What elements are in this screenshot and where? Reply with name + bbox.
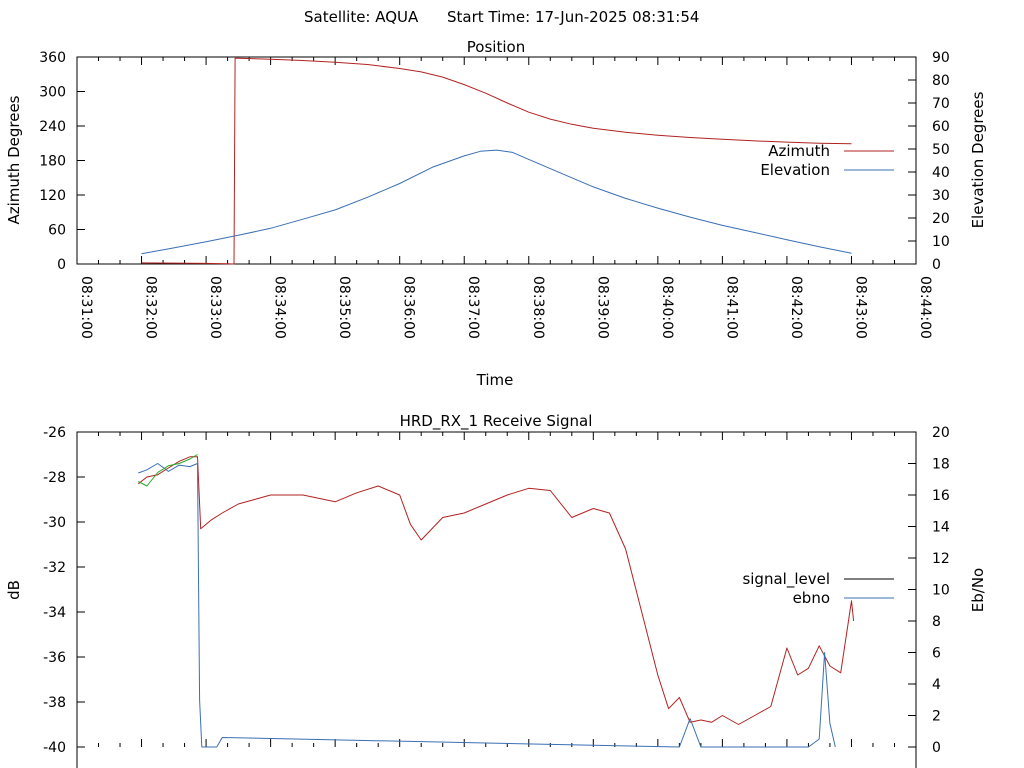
position-chart: Position Time Azimuth Degrees Elevation … — [5, 38, 987, 389]
y2-tick-label: 80 — [932, 73, 950, 89]
start-time-label: Start Time: 17-Jun-2025 08:31:54 — [447, 8, 699, 26]
y2-tick-label: 0 — [932, 740, 941, 756]
y-tick-label: -34 — [43, 605, 66, 621]
signal-y-axis-label: dB — [5, 580, 23, 600]
y-tick-label: -30 — [43, 515, 66, 531]
satellite-label: Satellite: AQUA — [304, 8, 419, 26]
position-legend: Azimuth Elevation — [760, 142, 894, 179]
y2-tick-label: 4 — [932, 677, 941, 693]
signal-y2-axis-label: Eb/No — [969, 568, 987, 612]
series-line-overlay — [138, 454, 198, 487]
signal-plot-frame — [76, 431, 917, 768]
position-y2-axis-label: Elevation Degrees — [969, 91, 987, 228]
signal-series — [137, 454, 855, 748]
x-tick-label: 08:44:00 — [917, 276, 933, 339]
y-tick-label: 240 — [39, 119, 66, 135]
y2-tick-label: 10 — [932, 234, 950, 250]
x-tick-label: 08:31:00 — [78, 276, 94, 339]
y-tick-label: 0 — [57, 257, 66, 273]
position-series — [141, 57, 852, 265]
y2-tick-label: 2 — [932, 709, 941, 725]
y2-tick-label: 40 — [932, 165, 950, 181]
series-line-signal-level — [137, 456, 855, 725]
x-tick-label: 08:39:00 — [594, 276, 610, 339]
y-tick-label: 300 — [39, 85, 66, 101]
y-tick-label: 120 — [39, 188, 66, 204]
y2-tick-label: 70 — [932, 96, 950, 112]
x-tick-label: 08:32:00 — [143, 276, 159, 339]
x-tick-label: 08:38:00 — [530, 276, 546, 339]
y2-tick-label: 60 — [932, 119, 950, 135]
x-tick-label: 08:33:00 — [207, 276, 223, 339]
y2-tick-label: 10 — [932, 583, 950, 599]
y-tick-label: -28 — [43, 470, 66, 486]
position-chart-title: Position — [467, 38, 525, 56]
legend-ebno-label: ebno — [793, 589, 830, 607]
signal-ticks: -40 -38 -36 -34 -32 -30 -28 -26 0 2 4 6 8 10 12 14 16 18 2… — [43, 425, 950, 756]
y2-tick-label: 12 — [932, 551, 950, 567]
y-tick-label: 180 — [39, 154, 66, 170]
legend-azimuth-label: Azimuth — [768, 142, 830, 160]
y2-tick-label: 0 — [932, 257, 941, 273]
y2-tick-label: 8 — [932, 614, 941, 630]
chart-header: Satellite: AQUA Start Time: 17-Jun-2025 … — [304, 8, 699, 26]
x-tick-label: 08:43:00 — [852, 276, 868, 339]
signal-chart-title: HRD_RX_1 Receive Signal — [400, 412, 593, 431]
y2-tick-label: 14 — [932, 520, 950, 536]
x-tick-label: 08:41:00 — [723, 276, 739, 339]
signal-legend: signal_level ebno — [742, 570, 894, 607]
position-y-axis-label: Azimuth Degrees — [5, 95, 23, 224]
y2-tick-label: 20 — [932, 211, 950, 227]
position-x-axis-label: Time — [476, 371, 514, 389]
y2-tick-label: 6 — [932, 646, 941, 662]
x-tick-label: 08:37:00 — [465, 276, 481, 339]
y2-tick-label: 16 — [932, 488, 950, 504]
x-tick-label: 08:36:00 — [401, 276, 417, 339]
y-tick-label: 60 — [48, 223, 66, 239]
legend-elevation-label: Elevation — [760, 161, 830, 179]
series-line-ebno — [138, 463, 836, 748]
y2-tick-label: 30 — [932, 188, 950, 204]
position-ticks: 0 60 120 180 240 300 360 0 10 20 30 40 50 60 70 80 90 08:… — [39, 50, 950, 339]
y-tick-label: 360 — [39, 50, 66, 66]
series-line-azimuth — [141, 57, 852, 265]
x-tick-label: 08:40:00 — [659, 276, 675, 339]
signal-chart: HRD_RX_1 Receive Signal dB Eb/No -40-38-… — [5, 412, 987, 768]
x-tick-label: 08:34:00 — [272, 276, 288, 339]
x-tick-label: 08:35:00 — [336, 276, 352, 339]
y-tick-label: -38 — [43, 695, 66, 711]
y2-tick-label: 90 — [932, 50, 950, 66]
y-tick-label: -26 — [43, 425, 66, 441]
series-line-elevation — [141, 149, 852, 255]
y2-tick-label: 18 — [932, 457, 950, 473]
y-tick-label: -40 — [43, 740, 66, 756]
x-tick-label: 08:42:00 — [788, 276, 804, 339]
y2-tick-label: 20 — [932, 425, 950, 441]
y-tick-label: -32 — [43, 560, 66, 576]
y-tick-label: -36 — [43, 650, 66, 666]
y2-tick-label: 50 — [932, 142, 950, 158]
legend-signal-level-label: signal_level — [742, 570, 830, 589]
